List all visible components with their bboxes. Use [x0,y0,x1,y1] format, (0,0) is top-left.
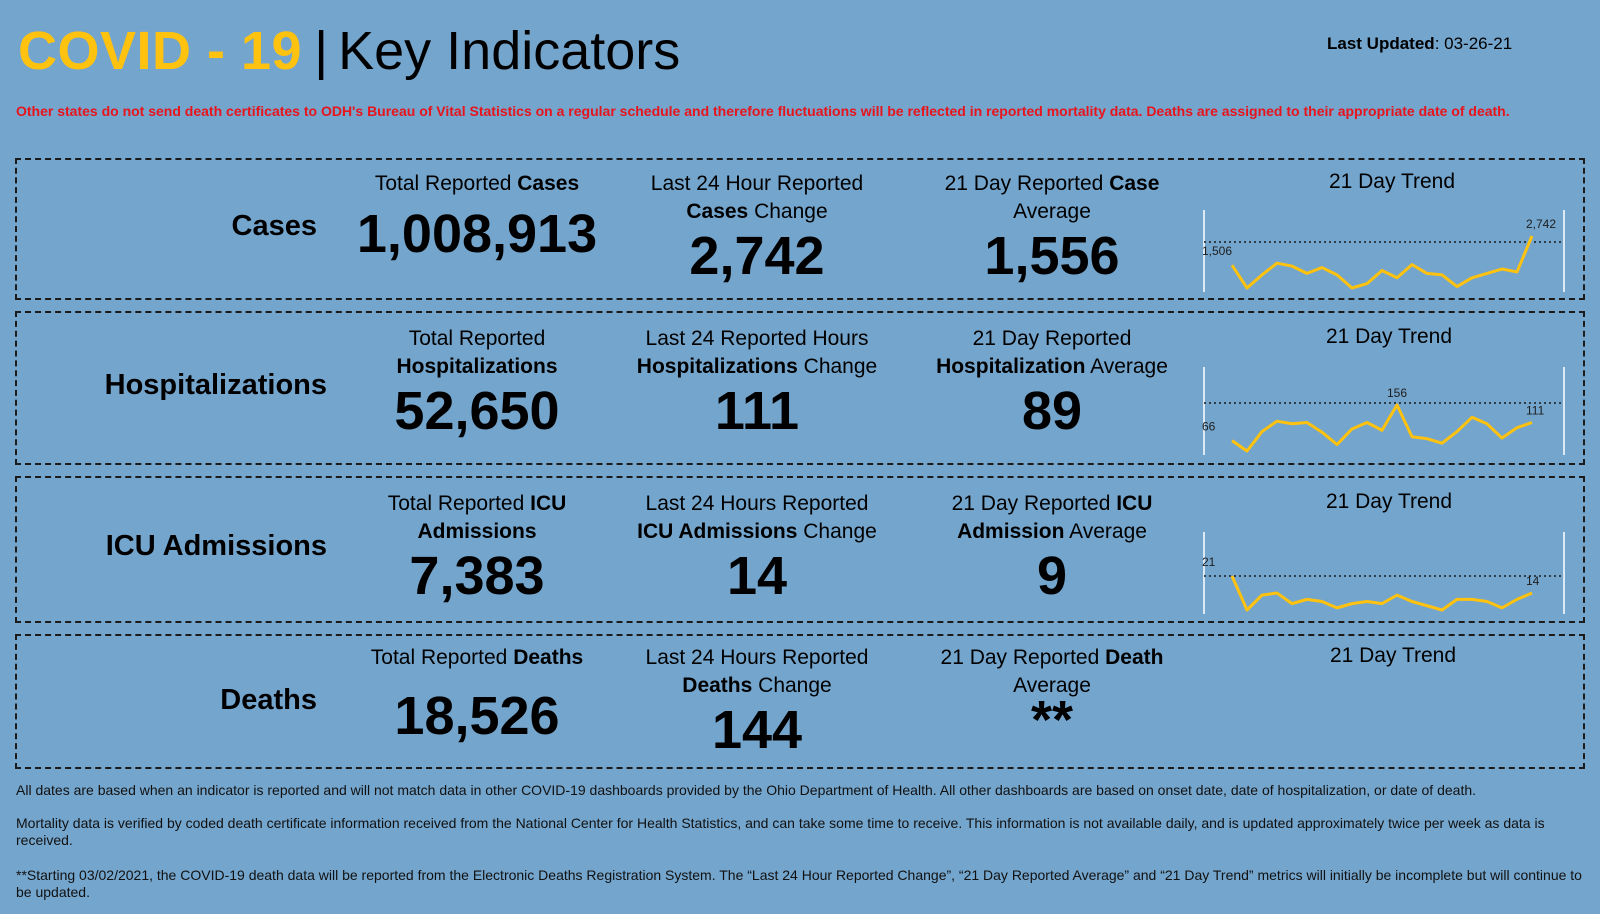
deaths-total: Total Reported Deaths 18,526 [322,644,632,746]
hospitalizations-trend-line [1231,403,1533,453]
deaths-average: 21 Day Reported Death Average ** [897,644,1207,750]
cases-total: Total Reported Cases 1,008,913 [322,170,632,264]
cases-total-value: 1,008,913 [356,204,598,264]
footer-note-dates: All dates are based when an indicator is… [16,782,1477,798]
deaths-trend-title: 21 Day Trend [1329,644,1457,667]
hospitalizations-label: Hospitalizations [104,369,327,401]
cases-trend-chart: 1,506 2,742 [1202,210,1565,292]
title-key-indicators: Key Indicators [338,21,681,81]
icu-change-value: 14 [726,546,788,606]
icu-panel: ICU Admissions Total Reported ICU Admiss… [15,476,1585,623]
hospitalizations-change: Last 24 Reported Hours Hospitalizations … [602,325,912,441]
cases-change-value: 2,742 [689,226,825,286]
last-updated-value: : 03-26-21 [1434,34,1513,53]
title-separator: | [314,21,329,81]
icu-trend-title: 21 Day Trend [1325,490,1453,513]
hospitalizations-peak-label: 156 [1387,386,1407,400]
footer-note-edrs: **Starting 03/02/2021, the COVID-19 deat… [16,867,1582,900]
hospitalizations-change-value: 111 [714,381,800,441]
footer-note-mortality: Mortality data is verified by coded deat… [16,815,1545,848]
hospitalizations-total-value: 52,650 [394,381,560,441]
icu-total-value: 7,383 [409,546,545,606]
cases-trend-title: 21 Day Trend [1328,170,1456,193]
cases-start-label: 1,506 [1202,244,1232,258]
icu-total: Total Reported ICU Admissions 7,383 [322,490,632,606]
hospitalizations-trend-chart: 66 111 156 [1202,367,1565,455]
hospitalizations-panel: Hospitalizations Total Reported Hospital… [15,311,1585,465]
cases-average-value: 1,556 [984,226,1120,286]
icu-change: Last 24 Hours Reported ICU Admissions Ch… [602,490,912,606]
icu-average-value: 9 [1036,546,1068,606]
mortality-warning: Other states do not send death certifica… [16,103,1510,119]
hospitalizations-total: Total Reported Hospitalizations 52,650 [322,325,632,441]
cases-end-label: 2,742 [1526,217,1556,231]
icu-trend-chart: 21 14 [1202,532,1565,614]
icu-start-label: 21 [1202,555,1216,569]
hospitalizations-average-value: 89 [1021,381,1083,441]
cases-change: Last 24 Hour Reported Cases Change 2,742 [602,170,912,286]
cases-panel: Cases Total Reported Cases 1,008,913 Las… [15,158,1585,300]
last-updated-label: Last Updated [1327,34,1435,53]
hospitalizations-average: 21 Day Reported Hospitalization Average … [897,325,1207,441]
deaths-total-value: 18,526 [394,686,560,746]
hospitalizations-start-label: 66 [1202,420,1216,434]
deaths-label: Deaths [220,684,317,716]
deaths-change: Last 24 Hours Reported Deaths Change 144 [602,644,912,760]
deaths-change-value: 144 [711,700,803,760]
title-covid: COVID - 19 [18,21,303,81]
icu-average: 21 Day Reported ICU Admission Average 9 [897,490,1207,606]
icu-trend-line [1230,575,1533,612]
cases-trend-line [1230,235,1534,290]
cases-average: 21 Day Reported Case Average 1,556 [897,170,1207,286]
last-updated: Last Updated: 03-26-21 [1327,34,1512,54]
icu-label: ICU Admissions [105,530,327,562]
page-title: COVID - 19 | Key Indicators [18,18,680,84]
deaths-average-value: ** [1030,690,1074,750]
hospitalizations-end-label: 111 [1526,403,1545,417]
hospitalizations-trend-title: 21 Day Trend [1325,325,1453,348]
deaths-panel: Deaths Total Reported Deaths 18,526 Last… [15,634,1585,769]
cases-label: Cases [231,210,317,242]
icu-end-label: 14 [1526,574,1540,588]
